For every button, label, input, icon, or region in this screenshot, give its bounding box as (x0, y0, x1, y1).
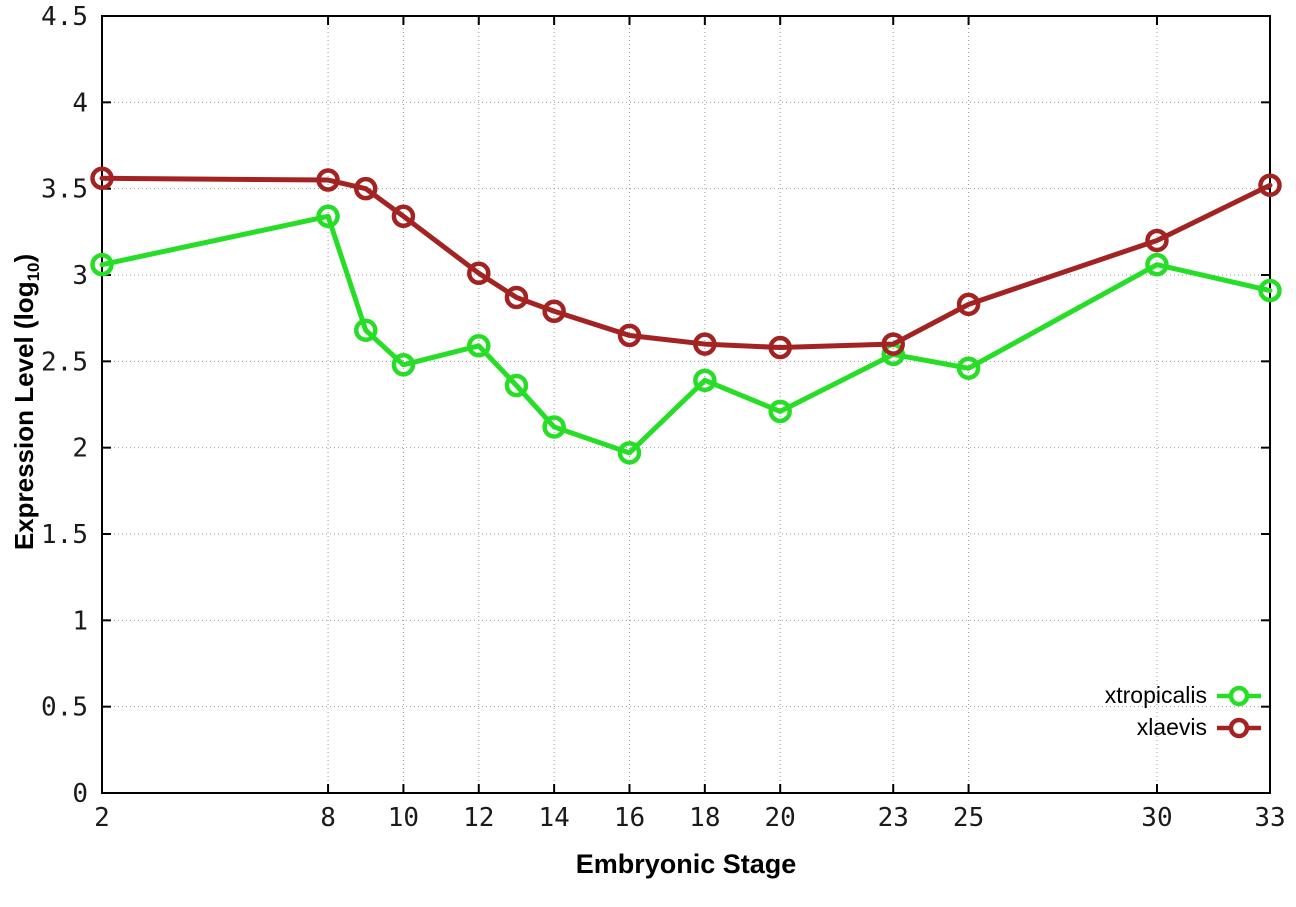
y-tick-label: 2 (72, 434, 88, 464)
y-tick-label: 0.5 (41, 693, 88, 723)
y-axis-title: Expression Level (log10) (9, 222, 43, 582)
series-points-xtropicalis (90, 204, 1282, 465)
y-tick-labels: 0 0.5 1 1.5 2 2.5 3 3.5 4 4.5 (41, 2, 88, 809)
y-axis-title-text: Expression Level (log (9, 281, 39, 551)
data-point (467, 334, 491, 358)
x-tick-label: 25 (953, 803, 984, 833)
x-tick-label: 8 (320, 803, 336, 833)
data-point (542, 415, 566, 439)
data-point (617, 441, 642, 465)
data-point (956, 292, 981, 317)
y-tick-label: 4.5 (41, 2, 88, 32)
x-axis-title: Embryonic Stage (575, 849, 797, 879)
legend: xtropicalis xlaevis (1105, 681, 1262, 742)
data-point (881, 332, 905, 356)
y-axis-title-suffix: ) (9, 253, 39, 263)
data-point (617, 323, 642, 348)
data-point (1258, 278, 1282, 303)
x-tick-label: 30 (1141, 803, 1172, 833)
data-point (768, 335, 792, 360)
y-tick-label: 3.5 (41, 175, 88, 205)
data-point (693, 368, 717, 393)
legend-marker-xlaevis-icon (1217, 717, 1261, 738)
data-point (90, 252, 114, 277)
x-tick-label: 10 (388, 803, 419, 833)
series-points-xlaevis (90, 166, 1282, 360)
x-tick-label: 18 (689, 803, 720, 833)
data-point (504, 285, 529, 310)
data-point (542, 299, 566, 324)
y-tick-label: 0 (72, 779, 88, 809)
data-point (391, 204, 416, 229)
x-tick-label: 23 (878, 803, 909, 833)
y-tick-label: 1.5 (41, 520, 88, 550)
y-tick-label: 4 (72, 88, 88, 118)
data-point (504, 373, 529, 398)
data-point (1145, 252, 1169, 277)
data-point (391, 353, 416, 377)
data-point (90, 166, 114, 191)
series-line-xtropicalis (99, 213, 1273, 456)
data-point (768, 399, 792, 424)
series-line-xlaevis (99, 175, 1273, 351)
data-point (1258, 173, 1282, 197)
gridlines (101, 15, 1271, 794)
data-point (956, 356, 981, 380)
data-point (467, 261, 491, 286)
data-point (693, 332, 717, 356)
x-tick-label: 12 (463, 803, 494, 833)
x-tick-label: 16 (614, 803, 645, 833)
x-tick-labels: 2 8 10 12 14 16 18 20 23 25 30 33 (94, 803, 1285, 833)
y-tick-label: 3 (72, 261, 88, 291)
data-point (1145, 228, 1169, 253)
legend-marker-xtropicalis-icon (1217, 685, 1261, 706)
plot-border (101, 15, 1271, 794)
data-point (316, 204, 340, 229)
legend-label-xtropicalis: xtropicalis (1104, 682, 1207, 708)
x-tick-label: 33 (1254, 803, 1285, 833)
data-point (353, 318, 378, 343)
y-tick-label: 1 (72, 606, 88, 636)
x-tick-label: 20 (765, 803, 796, 833)
y-axis-title-subscript: 10 (24, 262, 43, 282)
axis-ticks (101, 15, 1271, 794)
legend-item-xlaevis: xlaevis (1137, 713, 1262, 742)
data-point (316, 168, 340, 192)
legend-item-xtropicalis: xtropicalis (1105, 681, 1262, 710)
y-tick-label: 2.5 (41, 347, 88, 377)
legend-label-xlaevis: xlaevis (1136, 714, 1207, 740)
x-tick-label: 14 (538, 803, 569, 833)
data-point (353, 176, 378, 201)
x-tick-label: 2 (94, 803, 110, 833)
